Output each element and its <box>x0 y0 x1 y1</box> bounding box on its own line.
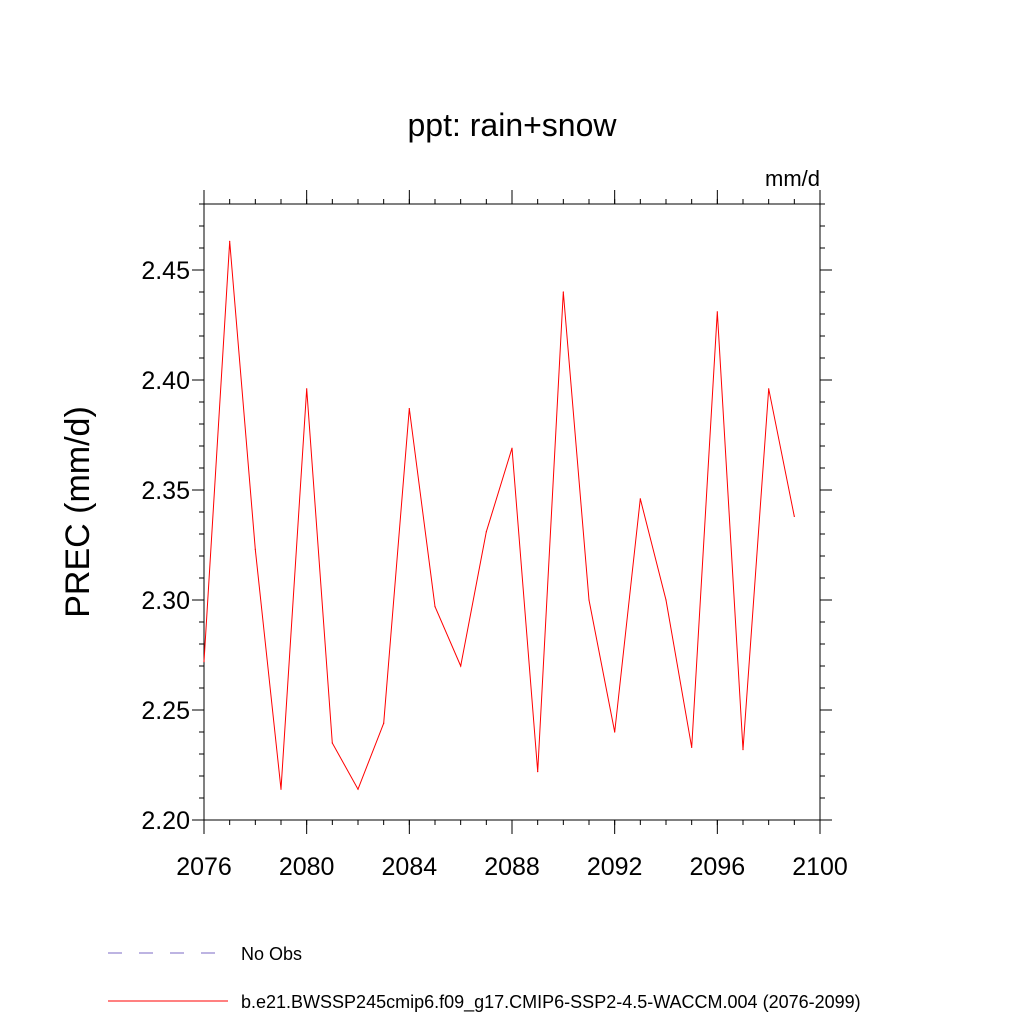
y-tick-label: 2.20 <box>141 807 190 835</box>
legend-label: No Obs <box>241 944 302 964</box>
series-layer <box>203 240 795 791</box>
data-point <box>434 606 436 608</box>
chart-title: ppt: rain+snow <box>407 107 617 143</box>
y-axis-label: PREC (mm/d) <box>59 406 97 618</box>
data-point <box>716 311 718 313</box>
data-point <box>383 722 385 724</box>
data-point <box>742 749 744 751</box>
data-point <box>665 599 667 601</box>
x-tick-label: 2080 <box>279 853 335 881</box>
legend: No Obs b.e21.BWSSP245cmip6.f09_g17.CMIP6-… <box>108 944 861 1013</box>
y-tick-label: 2.35 <box>141 477 190 505</box>
y-tick-label: 2.25 <box>141 697 190 725</box>
units-label: mm/d <box>765 166 820 191</box>
data-point <box>537 771 539 773</box>
data-point <box>408 408 410 410</box>
data-point <box>639 498 641 500</box>
x-axis: 2076 2080 2084 2088 2092 2096 2100 <box>176 190 848 881</box>
y-tick-label: 2.45 <box>141 257 190 285</box>
data-point <box>357 788 359 790</box>
data-point <box>280 788 282 790</box>
data-point <box>511 447 513 449</box>
x-tick-label: 2100 <box>792 853 848 881</box>
data-point <box>793 515 795 518</box>
x-tick-label: 2076 <box>176 853 232 881</box>
data-point <box>254 548 256 551</box>
data-point <box>331 742 333 744</box>
data-point <box>460 665 462 667</box>
data-point <box>588 599 590 601</box>
x-tick-label: 2084 <box>382 853 438 881</box>
y-tick-label: 2.30 <box>141 587 190 615</box>
x-tick-label: 2092 <box>587 853 643 881</box>
y-axis: 2.20 2.25 2.30 2.35 2.40 2.45 <box>141 203 832 835</box>
x-tick-label: 2096 <box>690 853 746 881</box>
data-point <box>691 746 693 749</box>
y-tick-label: 2.40 <box>141 367 190 395</box>
data-point <box>203 661 205 663</box>
data-point <box>306 388 308 390</box>
data-point <box>229 240 231 242</box>
data-point <box>562 291 564 293</box>
legend-label: b.e21.BWSSP245cmip6.f09_g17.CMIP6-SSP2-4… <box>241 992 861 1013</box>
plot-frame <box>203 203 821 821</box>
data-point <box>768 388 770 390</box>
x-tick-label: 2088 <box>484 853 540 881</box>
series-line <box>203 241 795 791</box>
data-point <box>485 531 487 533</box>
data-point <box>614 731 616 733</box>
